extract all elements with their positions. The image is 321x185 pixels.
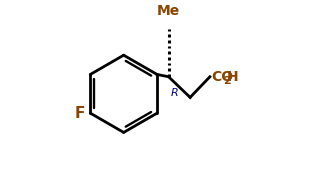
Text: Me: Me [157,4,180,18]
Text: H: H [226,70,238,84]
Text: R: R [171,88,178,98]
Text: F: F [74,106,85,121]
Text: 2: 2 [223,76,231,86]
Text: CO: CO [211,70,233,84]
